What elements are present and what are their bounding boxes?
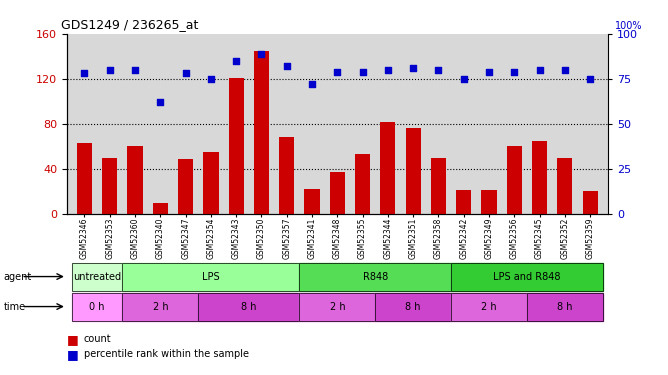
Text: 8 h: 8 h [557,302,572,312]
Bar [72,262,122,291]
Bar [299,262,451,291]
Bar [122,262,299,291]
Bar [198,292,299,321]
Text: count: count [84,334,111,344]
Bar [375,292,451,321]
Bar [305,189,320,214]
Point [509,69,520,75]
Bar [122,292,198,321]
Bar [532,141,547,214]
Bar [405,128,421,214]
Point [357,69,368,75]
Point [104,67,115,73]
Point [534,67,545,73]
Point [180,70,191,76]
Text: untreated: untreated [73,272,121,282]
Point [79,70,90,76]
Bar [456,190,472,214]
Point [383,67,393,73]
Text: agent: agent [3,272,31,282]
Point [332,69,343,75]
Text: percentile rank within the sample: percentile rank within the sample [84,350,248,359]
Point [307,81,317,87]
Bar [451,292,527,321]
Bar [299,262,451,291]
Bar [527,292,603,321]
Point [408,65,419,71]
Bar [451,262,603,291]
Bar [279,137,295,214]
Text: 8 h: 8 h [241,302,257,312]
Point [560,67,570,73]
Point [231,58,242,64]
Text: 0 h: 0 h [90,302,105,312]
Text: ■: ■ [67,348,79,361]
Bar [299,292,375,321]
Bar [72,262,122,291]
Bar [582,191,598,214]
Bar [482,190,496,214]
Bar [228,78,244,214]
Point [256,51,267,57]
Bar [102,158,118,214]
Bar [254,51,269,214]
Bar [451,262,603,291]
Bar [122,262,299,291]
Text: 8 h: 8 h [405,302,421,312]
Bar [299,292,375,321]
Point [458,76,469,82]
Text: LPS and R848: LPS and R848 [493,272,560,282]
Point [484,69,494,75]
Bar [507,146,522,214]
Bar [122,292,198,321]
Point [585,76,596,82]
Text: GDS1249 / 236265_at: GDS1249 / 236265_at [61,18,199,31]
Bar [72,292,122,321]
Point [433,67,444,73]
Bar [451,292,527,321]
Text: 100%: 100% [615,21,643,31]
Text: R848: R848 [363,272,388,282]
Text: ■: ■ [67,333,79,346]
Text: 2 h: 2 h [481,302,497,312]
Bar [178,159,193,214]
Bar [330,172,345,214]
Bar [198,292,299,321]
Bar [355,154,370,214]
Bar [557,158,572,214]
Bar [431,158,446,214]
Text: 2 h: 2 h [329,302,345,312]
Point [281,63,292,69]
Bar [380,122,395,214]
Text: LPS: LPS [202,272,220,282]
Bar [153,202,168,214]
Point [130,67,140,73]
Bar [128,146,143,214]
Bar [527,292,603,321]
Text: time: time [3,302,25,312]
Bar [203,152,218,214]
Point [206,76,216,82]
Point [155,99,166,105]
Bar [77,143,92,214]
Bar [375,292,451,321]
Text: 2 h: 2 h [152,302,168,312]
Bar [72,292,122,321]
